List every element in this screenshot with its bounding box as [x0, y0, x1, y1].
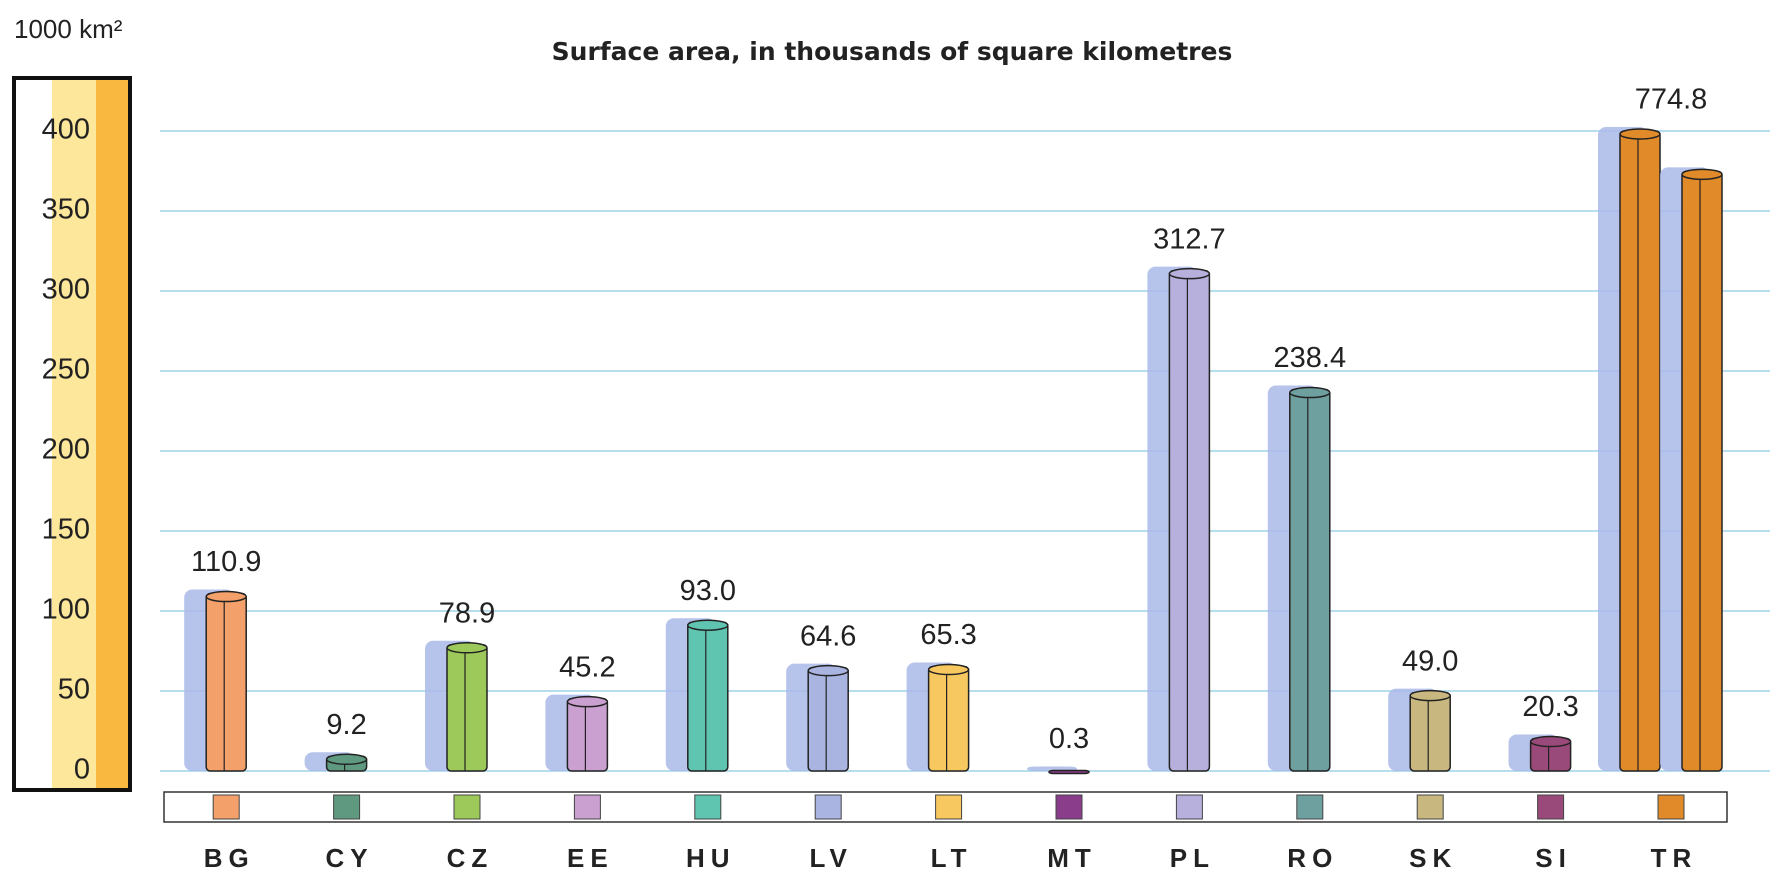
bar-cap [567, 697, 607, 707]
x-tick-label: BG [204, 843, 255, 873]
legend-swatch [1056, 795, 1082, 819]
bar [1620, 131, 1660, 771]
bar [567, 699, 607, 771]
y-tick-label: 350 [42, 194, 90, 226]
value-label: 9.2 [326, 709, 366, 741]
bar [206, 594, 246, 771]
bar [1410, 693, 1450, 771]
x-tick-label: PL [1170, 843, 1215, 873]
x-tick-label: CZ [447, 843, 494, 873]
legend-swatch [334, 795, 360, 819]
value-label: 49.0 [1402, 645, 1458, 677]
legend-swatch [815, 795, 841, 819]
legend-swatch [695, 795, 721, 819]
chart: 1000 km² Surface area, in thousands of s… [0, 0, 1770, 890]
x-tick-label: RO [1287, 843, 1338, 873]
legend-swatch [1297, 795, 1323, 819]
chart-title: Surface area, in thousands of square kil… [552, 37, 1233, 66]
y-tick-label: 300 [42, 274, 90, 306]
bar-cap [327, 754, 367, 764]
legend-swatch [1417, 795, 1443, 819]
bar [1169, 271, 1209, 771]
x-tick-label: EE [567, 843, 614, 873]
legend-swatch [1538, 795, 1564, 819]
bar [447, 645, 487, 771]
legend-swatch [1658, 795, 1684, 819]
value-label: 774.8 [1635, 84, 1708, 116]
value-label: 110.9 [191, 546, 261, 578]
bar [1290, 390, 1330, 771]
value-label: 20.3 [1522, 691, 1578, 723]
bar-cap [929, 665, 969, 675]
value-label: 78.9 [439, 597, 495, 629]
bar-cap [688, 620, 728, 630]
bar-cap [447, 643, 487, 653]
value-label: 64.6 [800, 620, 856, 652]
value-label: 238.4 [1274, 342, 1347, 374]
legend-swatch [454, 795, 480, 819]
y-tick-label: 150 [42, 514, 90, 546]
bar-cap [1682, 169, 1722, 179]
x-tick-label: SI [1535, 843, 1572, 873]
y-tick-label: 0 [74, 754, 90, 786]
x-tick-label: HU [686, 843, 736, 873]
bar [688, 622, 728, 771]
x-tick-label: LV [810, 843, 853, 873]
x-tick-label: MT [1047, 843, 1097, 873]
legend-swatch [1176, 795, 1202, 819]
bar-cap [1169, 269, 1209, 279]
legend-swatch [213, 795, 239, 819]
bar [808, 668, 848, 771]
bar-cap [1620, 129, 1660, 139]
y-axis-unit: 1000 km² [14, 14, 123, 44]
bar-cap [206, 592, 246, 602]
value-label: 93.0 [680, 575, 736, 607]
bar-cap [1531, 737, 1571, 747]
x-tick-label: TR [1651, 843, 1698, 873]
bar [1049, 771, 1089, 774]
value-label: 312.7 [1153, 223, 1226, 255]
bar-cap [808, 666, 848, 676]
y-tick-label: 100 [42, 594, 90, 626]
y-tick-label: 50 [58, 674, 90, 706]
value-label: 45.2 [559, 651, 615, 683]
value-label: 65.3 [920, 619, 976, 651]
y-tick-label: 250 [42, 354, 90, 386]
x-tick-label: CY [326, 843, 374, 873]
legend-swatch [936, 795, 962, 819]
x-tick-label: LT [931, 843, 973, 873]
legend-swatch [574, 795, 600, 819]
value-label: 0.3 [1049, 723, 1089, 755]
x-tick-label: SK [1409, 843, 1457, 873]
y-tick-label: 200 [42, 434, 90, 466]
bar-cap [1410, 691, 1450, 701]
bar [1682, 171, 1722, 771]
bar [929, 667, 969, 771]
y-tick-label: 400 [42, 114, 90, 146]
bar-cap [1290, 388, 1330, 398]
